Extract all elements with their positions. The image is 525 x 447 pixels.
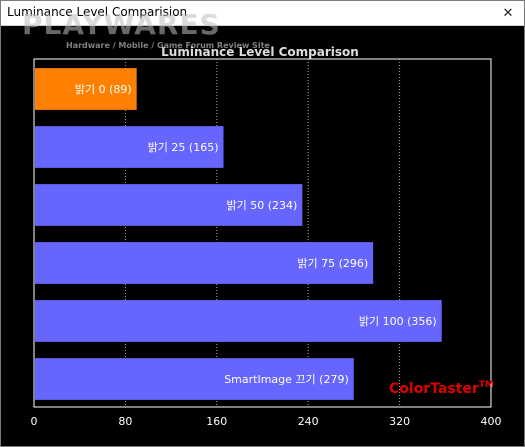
bar-value-label: 밝기 100 (356): [359, 315, 437, 328]
bar: [35, 358, 354, 400]
playwares-watermark-tagline: Hardware / Mobile / Game Forum Review Si…: [66, 41, 270, 50]
bar: [35, 300, 442, 342]
close-icon[interactable]: ✕: [502, 5, 514, 21]
bars: 밝기 0 (89) 밝기 25 (165) 밝기 50 (234) 밝기 75 (29…: [35, 68, 442, 400]
title-bar[interactable]: Luminance Level Comparision ✕: [1, 1, 524, 26]
bar: [35, 242, 374, 284]
x-tick-label: 400: [481, 415, 502, 428]
x-tick-label: 160: [206, 415, 227, 428]
colortaster-brand-mark: TM: [479, 380, 494, 390]
x-axis-ticks: 0 80 160 240 320 400: [31, 415, 502, 428]
colortaster-brand: ColorTasterTM: [389, 380, 494, 397]
bar-value-label: SmartImage 끄기 (279): [224, 373, 349, 386]
x-tick-label: 0: [31, 415, 38, 428]
bar-value-label: 밝기 75 (296): [297, 257, 368, 270]
chart-title: Luminance Level Comparison: [161, 45, 359, 59]
x-tick-label: 240: [298, 415, 319, 428]
bar: [35, 184, 303, 226]
bar-value-label: 밝기 0 (89): [75, 83, 132, 96]
grid-lines: [124, 59, 401, 407]
bar-value-label: 밝기 50 (234): [227, 199, 298, 212]
x-tick-label: 320: [389, 415, 410, 428]
bar: [35, 68, 137, 110]
bar-value-label: 밝기 25 (165): [148, 141, 219, 154]
window-title: Luminance Level Comparision: [7, 5, 188, 19]
colortaster-brand-text: ColorTaster: [389, 381, 479, 397]
bar: [35, 126, 224, 168]
playwares-watermark-logo: PLAYWARES: [22, 8, 221, 41]
plot-area: [33, 58, 492, 408]
x-tick-label: 80: [118, 415, 132, 428]
